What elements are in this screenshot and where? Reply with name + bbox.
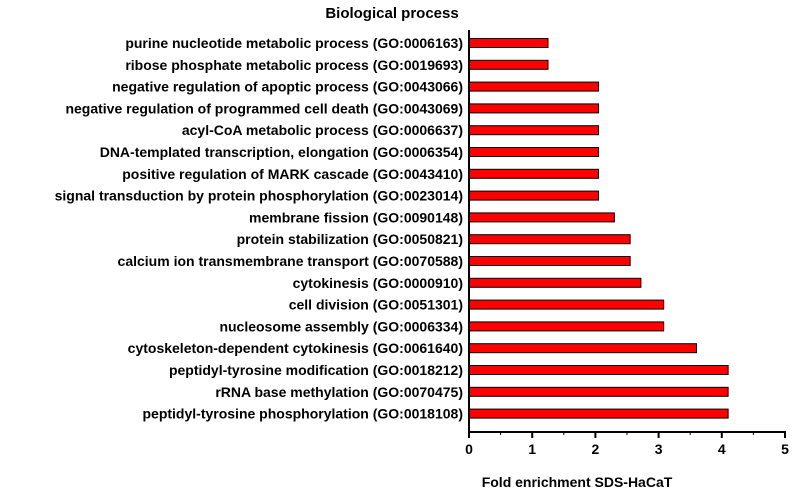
category-label: negative regulation of programmed cell d… bbox=[65, 100, 463, 116]
bar bbox=[468, 103, 600, 114]
category-label: acyl-CoA metabolic process (GO:0006637) bbox=[182, 122, 463, 138]
category-label: purine nucleotide metabolic process (GO:… bbox=[125, 35, 463, 51]
category-label: ribose phosphate metabolic process (GO:0… bbox=[125, 57, 463, 73]
category-label: rRNA base methylation (GO:0070475) bbox=[215, 384, 463, 400]
x-tick-label: 1 bbox=[528, 441, 536, 457]
x-tick-label: 3 bbox=[655, 441, 663, 457]
bar bbox=[468, 147, 600, 157]
category-label: cytokinesis (GO:0000910) bbox=[293, 275, 463, 291]
category-label: nucleosome assembly (GO:0006334) bbox=[219, 318, 463, 334]
x-axis: 0 1 2 3 4 5 bbox=[465, 30, 789, 457]
bar bbox=[468, 365, 729, 375]
bar bbox=[468, 59, 549, 70]
category-label: cell division (GO:0051301) bbox=[289, 297, 463, 313]
category-label: positive regulation of MARK cascade (GO:… bbox=[122, 166, 463, 182]
category-label: signal transduction by protein phosphory… bbox=[55, 188, 463, 204]
bars bbox=[468, 38, 729, 419]
bar bbox=[468, 212, 615, 223]
bar bbox=[468, 386, 729, 397]
category-label: membrane fission (GO:0090148) bbox=[249, 209, 463, 225]
bar bbox=[468, 190, 600, 201]
bar bbox=[468, 408, 729, 419]
category-label: protein stabilization (GO:0050821) bbox=[237, 231, 463, 247]
category-label: DNA-templated transcription, elongation … bbox=[100, 144, 463, 160]
x-tick-label: 2 bbox=[592, 441, 600, 457]
bar bbox=[468, 256, 631, 266]
chart-title: Biological process bbox=[325, 5, 458, 22]
bar bbox=[468, 81, 600, 92]
bar bbox=[468, 299, 665, 310]
bar bbox=[468, 321, 665, 332]
bar bbox=[468, 125, 600, 136]
x-axis-title: Fold enrichment SDS-HaCaT bbox=[482, 474, 673, 490]
bar bbox=[468, 234, 631, 245]
category-label: negative regulation of apoptic process (… bbox=[112, 79, 463, 95]
category-labels: purine nucleotide metabolic process (GO:… bbox=[55, 35, 463, 422]
x-tick-label: 5 bbox=[781, 441, 789, 457]
x-tick-label: 4 bbox=[718, 441, 726, 457]
bar bbox=[468, 343, 698, 354]
category-label: calcium ion transmembrane transport (GO:… bbox=[118, 253, 463, 269]
bar bbox=[468, 38, 549, 48]
bar bbox=[468, 168, 600, 179]
x-tick-label: 0 bbox=[465, 441, 473, 457]
category-label: cytoskeleton-dependent cytokinesis (GO:0… bbox=[128, 340, 463, 356]
bar bbox=[468, 277, 642, 288]
category-label: peptidyl-tyrosine phosphorylation (GO:00… bbox=[142, 406, 463, 422]
category-label: peptidyl-tyrosine modification (GO:00182… bbox=[169, 362, 463, 378]
